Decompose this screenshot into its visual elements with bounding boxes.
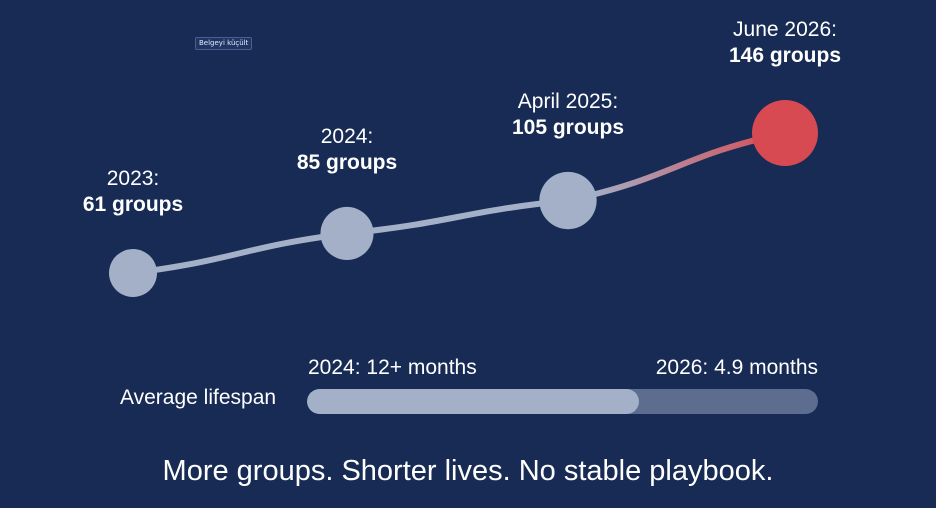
point-date-label: June 2026:	[733, 18, 837, 41]
lifespan-label: Average lifespan	[120, 386, 277, 409]
groups-growth-chart: 2023: 61 groups 2024: 85 groups April 2025: 1…	[83, 18, 841, 297]
point-value-label: 146 groups	[729, 44, 841, 67]
point-date-label: 2023:	[107, 167, 160, 190]
data-point	[109, 249, 157, 297]
point-value-label: 61 groups	[83, 193, 183, 216]
lifespan-start-label: 2024: 12+ months	[308, 356, 477, 379]
point-value-label: 105 groups	[512, 116, 624, 139]
lifespan-bar-fill	[307, 389, 640, 414]
point-date-label: April 2025:	[518, 90, 618, 113]
data-point	[320, 206, 374, 261]
tagline: More groups. Shorter lives. No stable pl…	[162, 455, 774, 487]
data-point	[752, 100, 818, 166]
lifespan-bar	[307, 389, 818, 414]
shrink-document-button[interactable]: Belgeyi küçült	[195, 37, 253, 50]
trend-line	[130, 130, 788, 276]
point-date-label: 2024:	[321, 125, 374, 148]
lifespan-end-label: 2026: 4.9 months	[655, 356, 818, 379]
point-value-label: 85 groups	[297, 151, 397, 174]
data-point	[539, 171, 597, 230]
